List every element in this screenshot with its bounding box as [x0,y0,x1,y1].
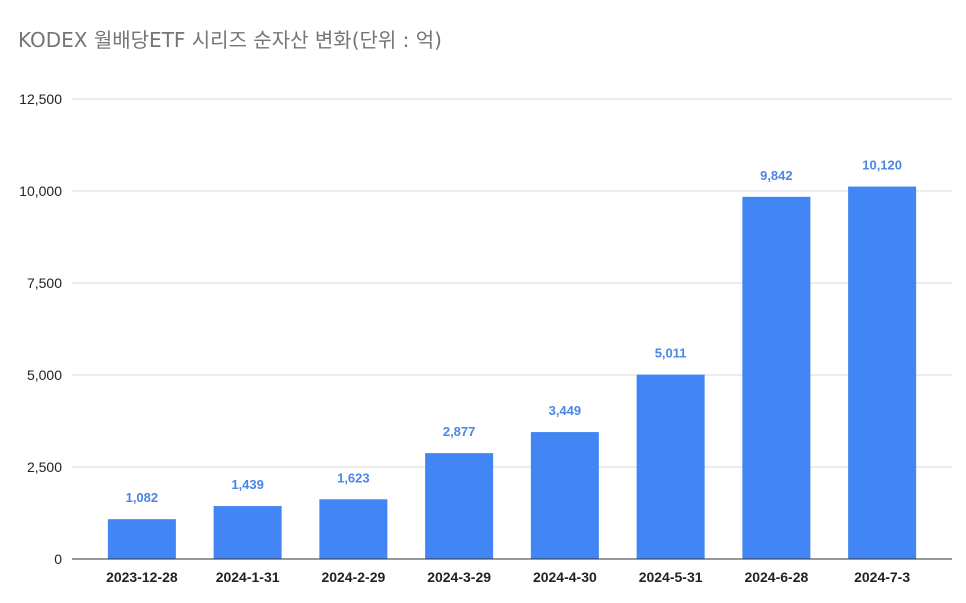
data-label: 1,439 [231,477,264,492]
x-tick-label: 2023-12-28 [106,569,178,585]
bars [107,186,917,560]
x-tick-label: 2024-2-29 [321,569,385,585]
y-tick-label: 12,500 [19,91,62,107]
x-tick-label: 2024-6-28 [744,569,808,585]
bar-2024-3-29[interactable] [425,453,494,559]
data-label: 9,842 [760,168,793,183]
x-axis-ticks: 2023-12-28 2024-1-31 2024-2-29 2024-3-29 202… [106,569,910,585]
data-label: 5,011 [655,346,687,361]
y-tick-label: 5,000 [27,367,62,383]
bar-2024-6-28[interactable] [742,196,811,560]
data-label: 10,120 [862,158,902,173]
data-label: 3,449 [549,403,582,418]
data-label: 1,082 [126,490,159,505]
y-tick-label: 10,000 [19,183,62,199]
x-tick-label: 2024-4-30 [533,569,597,585]
data-labels: 1,082 1,439 1,623 2,877 3,449 5,011 9,842 10,12… [126,158,902,506]
data-label: 1,623 [337,470,370,485]
x-tick-label: 2024-1-31 [216,569,280,585]
bar-2024-1-31[interactable] [213,506,282,559]
data-label: 2,877 [443,424,476,439]
y-tick-label: 0 [54,551,62,567]
bar-2024-2-29[interactable] [319,499,388,559]
x-tick-label: 2024-5-31 [639,569,703,585]
bar-2024-7-3[interactable] [848,186,917,560]
y-tick-label: 2,500 [27,459,62,475]
bar-2023-12-28[interactable] [107,519,176,559]
bar-2024-4-30[interactable] [530,432,599,559]
bar-2024-5-31[interactable] [636,374,705,559]
x-tick-label: 2024-7-3 [854,569,910,585]
x-tick-label: 2024-3-29 [427,569,491,585]
y-tick-label: 7,500 [27,275,62,291]
y-axis-ticks: 0 2,500 5,000 7,500 10,000 12,500 [19,91,62,567]
chart-title: KODEX 월배당ETF 시리즈 순자산 변화(단위 : 억) [18,28,442,52]
gridlines [72,98,952,468]
